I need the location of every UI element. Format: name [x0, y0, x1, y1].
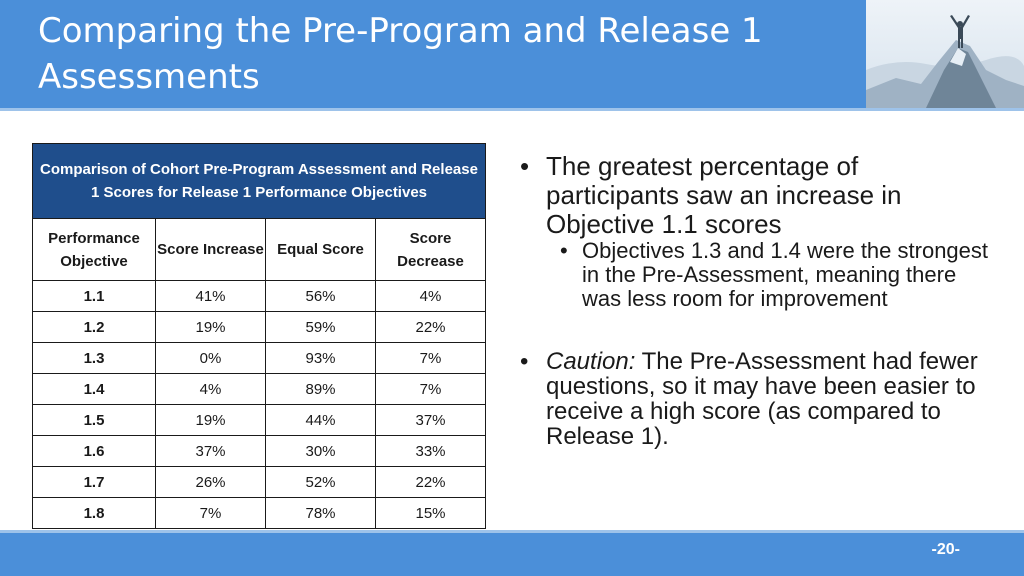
bullet-point: • The greatest percentage of participant…	[520, 152, 990, 239]
table-row: 1.5 19% 44% 37%	[32, 404, 487, 436]
table-row: 1.4 4% 89% 7%	[32, 373, 487, 405]
objective-cell: 1.3	[32, 342, 156, 374]
footer-divider	[0, 530, 1024, 533]
caution-text: The Pre-Assessment had fewer questions, …	[546, 348, 978, 450]
increase-cell: 41%	[155, 280, 266, 312]
mountain-summit-photo	[866, 0, 1024, 108]
decrease-cell: 7%	[374, 342, 487, 374]
header-equal-score: Equal Score	[265, 218, 376, 281]
equal-cell: 78%	[265, 497, 376, 529]
header-score-increase: Score Increase	[155, 218, 266, 281]
increase-cell: 0%	[155, 342, 266, 374]
equal-cell: 30%	[265, 435, 376, 467]
objective-cell: 1.1	[32, 280, 156, 312]
equal-cell: 56%	[265, 280, 376, 312]
increase-cell: 37%	[155, 435, 266, 467]
header-performance-objective: Performance Objective	[32, 218, 156, 281]
equal-cell: 44%	[265, 404, 376, 436]
equal-cell: 93%	[265, 342, 376, 374]
bullet-dot-icon: •	[520, 151, 530, 181]
decrease-cell: 4%	[374, 280, 487, 312]
table-row: 1.1 41% 56% 4%	[32, 280, 487, 312]
decrease-cell: 15%	[374, 497, 487, 529]
table-row: 1.7 26% 52% 22%	[32, 466, 487, 498]
objective-cell: 1.4	[32, 373, 156, 405]
objective-cell: 1.7	[32, 466, 156, 498]
decrease-cell: 33%	[374, 435, 487, 467]
sub-bullet-point: • Objectives 1.3 and 1.4 were the strong…	[560, 239, 990, 311]
equal-cell: 52%	[265, 466, 376, 498]
table-row: 1.6 37% 30% 33%	[32, 435, 487, 467]
bullet-dot-icon: •	[520, 348, 529, 375]
table-row: 1.3 0% 93% 7%	[32, 342, 487, 374]
equal-cell: 89%	[265, 373, 376, 405]
sub-bullet-text: Objectives 1.3 and 1.4 were the stronges…	[582, 238, 989, 311]
bullet-dot-icon: •	[560, 238, 568, 263]
slide-title: Comparing the Pre-Program and Release 1 …	[38, 11, 763, 97]
header-divider	[0, 108, 1024, 111]
decrease-cell: 22%	[374, 311, 487, 343]
increase-cell: 19%	[155, 311, 266, 343]
caution-bullet-point: • Caution: The Pre-Assessment had fewer …	[520, 349, 990, 449]
slide-footer	[0, 533, 1024, 576]
objective-cell: 1.5	[32, 404, 156, 436]
table-row: 1.8 7% 78% 15%	[32, 497, 487, 529]
table-row: 1.2 19% 59% 22%	[32, 311, 487, 343]
objective-cell: 1.6	[32, 435, 156, 467]
bullet-text: The greatest percentage of participants …	[546, 151, 902, 239]
page-number: -20-	[931, 541, 960, 558]
decrease-cell: 22%	[374, 466, 487, 498]
header-score-decrease: Score Decrease	[374, 218, 487, 281]
bullet-list: • The greatest percentage of participant…	[520, 152, 990, 450]
table-caption: Comparison of Cohort Pre-Program Assessm…	[31, 143, 487, 219]
objective-cell: 1.8	[32, 497, 156, 529]
decrease-cell: 37%	[374, 404, 487, 436]
equal-cell: 59%	[265, 311, 376, 343]
increase-cell: 7%	[155, 497, 266, 529]
decrease-cell: 7%	[374, 373, 487, 405]
increase-cell: 19%	[155, 404, 266, 436]
increase-cell: 26%	[155, 466, 266, 498]
assessment-comparison-table: Comparison of Cohort Pre-Program Assessm…	[31, 143, 487, 529]
objective-cell: 1.2	[32, 311, 156, 343]
caution-label: Caution:	[546, 348, 636, 375]
slide-header	[0, 0, 1024, 108]
increase-cell: 4%	[155, 373, 266, 405]
